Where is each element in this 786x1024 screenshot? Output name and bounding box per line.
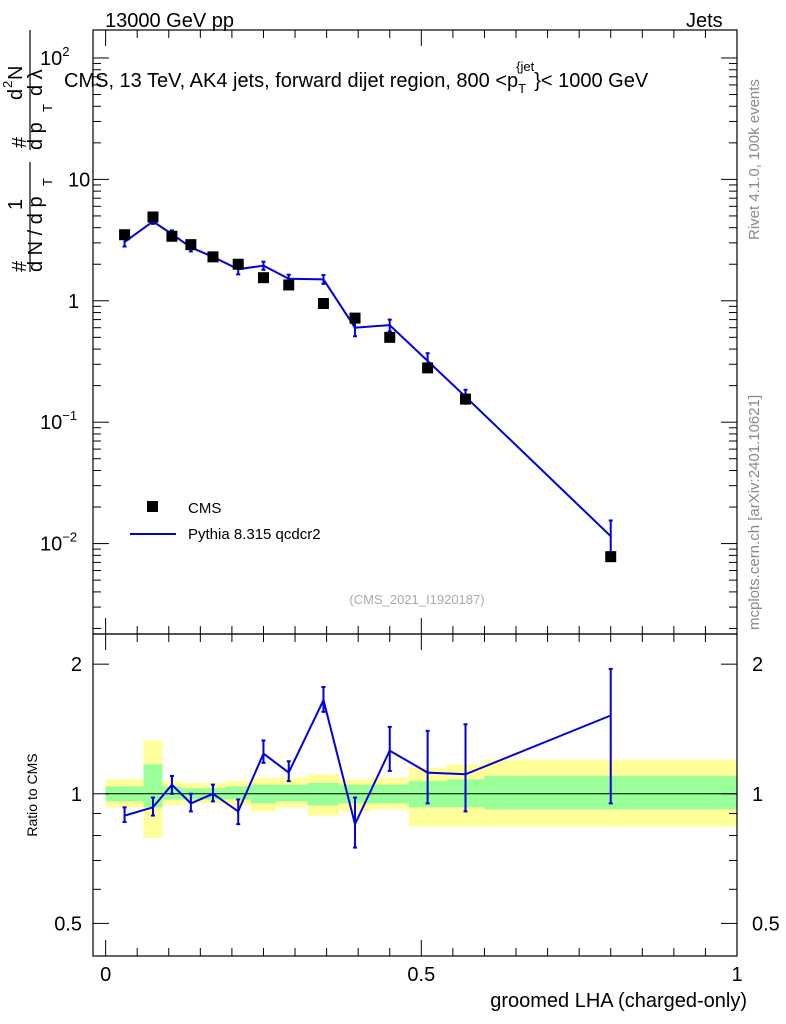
ratio-band-inner — [143, 764, 163, 808]
main-x-ticks — [105, 30, 738, 634]
main-ytick-label: 10−1 — [40, 408, 77, 434]
ratio-xtick-label: 0 — [100, 964, 111, 986]
main-ytick-label: 1 — [68, 291, 79, 313]
main-ytick-exponent: 2 — [62, 44, 69, 59]
main-ytick-label: 10−2 — [40, 530, 77, 556]
legend-label-pythia: Pythia 8.315 qcdcr2 — [188, 526, 321, 543]
main-y-axis-label: # 1 d N / d p T # d 2 N d p T d λ — [0, 30, 55, 272]
ratio-band-inner — [276, 784, 308, 802]
data-point — [422, 362, 434, 374]
data-point — [384, 331, 396, 343]
y-label-hash-2: # — [9, 136, 31, 148]
main-ytick-exponent: −2 — [62, 530, 77, 545]
ratio-series-line — [124, 697, 612, 828]
legend-label-cms: CMS — [188, 500, 221, 517]
ratio-xtick-label: 0.5 — [407, 964, 435, 986]
header-right: Jets — [686, 10, 723, 32]
data-point — [207, 251, 219, 263]
data-point — [185, 239, 197, 251]
x-axis-label: groomed LHA (charged-only) — [490, 990, 747, 1012]
main-ytick-exponent: −1 — [62, 408, 77, 423]
y-label-dpt: d p — [25, 122, 47, 150]
ratio-series — [122, 667, 613, 849]
y-label-hash-1: # — [9, 260, 31, 272]
ratio-plot-panel: 0.5 0.51 12 2 0 0.5 1 Ratio to CMS groomed LH… — [24, 633, 780, 1012]
data-point — [232, 258, 244, 270]
data-point — [166, 230, 178, 242]
ratio-y-ticks: 0.5 0.5 1 1 2 2 — [54, 654, 780, 935]
ratio-ytick-label-right: 2 — [752, 654, 763, 676]
y-label-exponent: 2 — [0, 81, 15, 88]
header-left: 13000 GeV pp — [105, 10, 234, 32]
mc-series-line — [124, 220, 612, 537]
ratio-ytick-label-left: 2 — [71, 654, 82, 676]
data-point — [257, 272, 269, 284]
main-ytick-label: 102 — [40, 44, 69, 70]
ratio-uncertainty-bands — [105, 740, 737, 838]
ratio-plot-frame — [92, 633, 738, 957]
ratio-x-ticks: 0 0.5 1 — [100, 634, 743, 986]
data-point — [349, 312, 361, 324]
data-point — [119, 229, 131, 241]
analysis-watermark: (CMS_2021_I1920187) — [349, 592, 484, 607]
y-label-one: 1 — [5, 199, 27, 210]
y-label-dN: d N / d p — [25, 196, 47, 272]
y-label-d: d — [5, 89, 27, 100]
data-point — [460, 393, 472, 405]
legend-marker-cms — [147, 501, 158, 512]
y-label-N: N — [5, 66, 27, 80]
ratio-xtick-label: 1 — [731, 964, 742, 986]
y-label-T-2: T — [40, 104, 55, 112]
data-point — [283, 279, 295, 291]
plot-title: CMS, 13 TeV, AK4 jets, forward dijet reg… — [64, 59, 649, 96]
main-y-ticks: 10−2 10−1 1 10 102 — [40, 44, 737, 629]
main-plot-frame — [92, 29, 738, 635]
main-ytick-label: 10 — [68, 169, 90, 191]
y-label-T-1: T — [40, 178, 55, 186]
main-plot-panel: 10−2 10−1 1 10 102 CMS, 13 TeV, AK4 jets, fo… — [0, 29, 738, 635]
data-point — [605, 551, 617, 563]
data-point — [317, 297, 329, 309]
ratio-ytick-label-right: 0.5 — [752, 913, 780, 935]
main-series — [119, 211, 617, 563]
ratio-ytick-label-left: 1 — [71, 784, 82, 806]
ratio-ytick-label-left: 0.5 — [54, 913, 82, 935]
ratio-y-axis-label: Ratio to CMS — [24, 753, 40, 836]
legend: CMS Pythia 8.315 qcdcr2 — [130, 500, 321, 543]
ratio-ytick-label-right: 1 — [752, 784, 763, 806]
y-label-dlambda: d λ — [25, 69, 47, 96]
data-point — [147, 211, 159, 223]
